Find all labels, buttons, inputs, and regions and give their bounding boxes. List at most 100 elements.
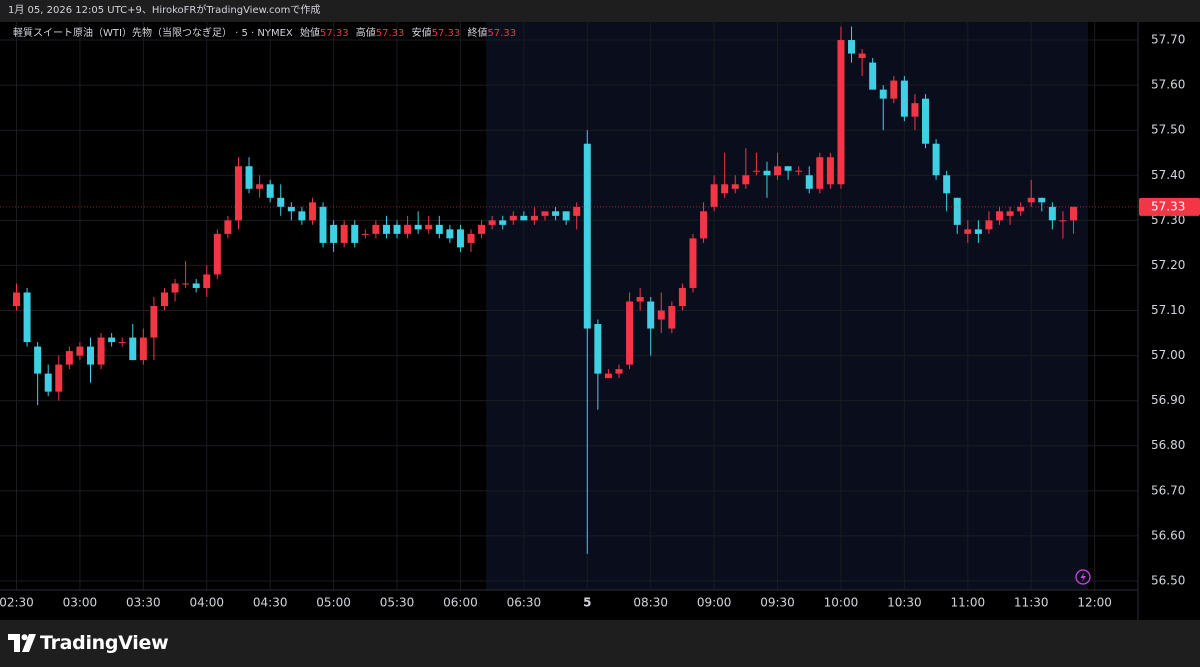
candle-body xyxy=(805,175,813,189)
candle-body xyxy=(118,342,126,344)
candle-body xyxy=(1038,197,1046,203)
x-tick-label: 09:30 xyxy=(760,596,795,610)
x-tick-label: 10:00 xyxy=(824,596,859,610)
candle-body xyxy=(932,143,940,176)
y-tick-label: 57.00 xyxy=(1151,348,1185,362)
candle-body xyxy=(657,310,665,320)
footer: TradingView xyxy=(0,620,1200,667)
candle-body xyxy=(742,175,750,185)
candle-body xyxy=(1027,197,1035,203)
x-tick-label: 03:00 xyxy=(63,596,98,610)
candle-body xyxy=(626,301,634,365)
candle-body xyxy=(668,306,676,329)
candle-body xyxy=(837,40,845,185)
candle-body xyxy=(414,224,422,230)
candle-body xyxy=(351,224,359,243)
candle-body xyxy=(900,80,908,117)
y-tick-label: 56.50 xyxy=(1151,573,1185,587)
alert-icon[interactable] xyxy=(1075,569,1091,585)
candle-body xyxy=(530,215,538,221)
candle-body xyxy=(266,184,274,198)
candle-body xyxy=(784,166,792,171)
candle-body xyxy=(192,283,200,288)
brand-logo xyxy=(8,634,36,652)
legend-label: 終値 xyxy=(467,28,488,39)
candle-body xyxy=(467,233,475,243)
y-tick-label: 57.10 xyxy=(1151,303,1185,317)
candle-body xyxy=(985,220,993,230)
candle-body xyxy=(562,211,570,221)
candle-body xyxy=(604,373,612,379)
x-tick-label: 5 xyxy=(583,596,591,610)
candle-body xyxy=(996,211,1004,221)
y-tick-label: 56.70 xyxy=(1151,483,1185,497)
x-tick-label: 02:30 xyxy=(0,596,34,610)
candle-body xyxy=(139,337,147,361)
candle-body xyxy=(65,351,73,365)
y-tick-label: 57.70 xyxy=(1151,33,1185,47)
legend-value: 57.33 xyxy=(431,28,461,39)
candle-body xyxy=(330,224,338,243)
caption: 1月 05, 2026 12:05 UTC+9、HirokoFRがTrading… xyxy=(8,5,321,16)
candle-body xyxy=(203,274,211,288)
x-tick-label: 09:00 xyxy=(697,596,732,610)
candle-body xyxy=(245,166,253,189)
x-tick-label: 04:00 xyxy=(189,596,224,610)
legend-label: 高値 xyxy=(355,28,376,39)
candle-body xyxy=(256,184,264,189)
y-tick-label: 56.60 xyxy=(1151,528,1185,542)
y-tick-label: 57.60 xyxy=(1151,78,1185,92)
candle-body xyxy=(583,143,591,329)
candle-body xyxy=(13,292,20,306)
y-tick-label: 57.20 xyxy=(1151,258,1185,272)
y-tick-label: 56.80 xyxy=(1151,438,1185,452)
candle-body xyxy=(393,224,401,234)
candle-body xyxy=(710,184,718,207)
candle-body xyxy=(953,197,961,225)
candle-body xyxy=(964,229,972,234)
x-tick-label: 08:30 xyxy=(633,596,668,610)
x-tick-label: 11:00 xyxy=(951,596,986,610)
candle-body xyxy=(160,292,168,306)
candle-body xyxy=(541,211,549,216)
candle-body xyxy=(76,346,84,356)
candle-body xyxy=(594,324,602,374)
x-tick-label: 05:30 xyxy=(380,596,415,610)
candle-body xyxy=(1017,206,1025,212)
candle-body xyxy=(488,220,496,225)
x-tick-label: 06:00 xyxy=(443,596,478,610)
candle-body xyxy=(1006,211,1014,216)
candle-body xyxy=(277,197,285,207)
x-tick-label: 10:30 xyxy=(887,596,922,610)
candle-body xyxy=(150,306,158,338)
candle-body xyxy=(213,233,221,275)
legend-value: 57.33 xyxy=(487,28,517,39)
candle-body xyxy=(721,184,729,194)
candle-body xyxy=(816,157,824,189)
candle-body xyxy=(361,233,369,235)
candle-body xyxy=(319,206,327,243)
candle-body xyxy=(287,206,295,212)
candle-body xyxy=(499,220,507,225)
candle-body xyxy=(23,292,31,343)
candle-body xyxy=(890,80,898,99)
candle-body xyxy=(763,170,771,176)
candle-body xyxy=(308,202,316,221)
last-price-label: 57.33 xyxy=(1151,199,1185,213)
candle-body xyxy=(774,166,782,176)
candle-body xyxy=(752,170,760,172)
candle-body xyxy=(55,364,63,392)
candle-body xyxy=(435,224,443,234)
brand[interactable]: TradingView xyxy=(40,632,169,654)
candle-body xyxy=(943,175,951,194)
candle-body xyxy=(636,296,644,302)
x-tick-label: 06:30 xyxy=(507,596,542,610)
last-price-badge xyxy=(1139,197,1200,216)
candle-body xyxy=(879,89,887,99)
candle-body xyxy=(234,166,242,221)
candle-body xyxy=(795,170,803,172)
candle-body xyxy=(478,224,486,234)
session-shading xyxy=(486,22,1088,590)
